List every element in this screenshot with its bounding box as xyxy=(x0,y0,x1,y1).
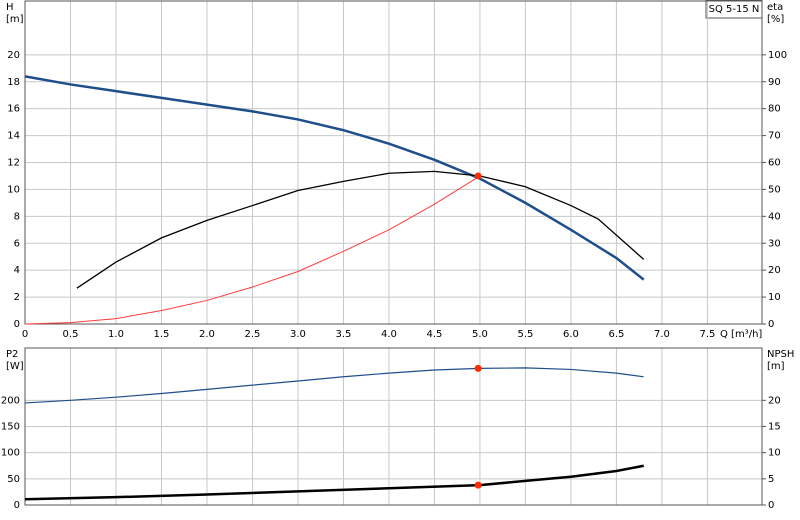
x-tick-label: 2.0 xyxy=(199,329,215,340)
curve xyxy=(24,175,481,325)
plot-frame xyxy=(24,0,763,325)
y2-tick-label: 5 xyxy=(768,474,774,485)
x-tick-label: 1.0 xyxy=(108,329,124,340)
y-tick-label: 150 xyxy=(1,422,20,433)
y2-tick-label: 10 xyxy=(768,448,781,459)
y2-tick-label: 20 xyxy=(768,265,781,276)
y-tick-label: 100 xyxy=(1,448,20,459)
y-tick-label: 8 xyxy=(14,211,20,222)
y2-tick-label: 80 xyxy=(768,104,781,115)
curve xyxy=(24,464,644,501)
x-tick-label: 2.5 xyxy=(245,329,261,340)
x-tick-label: 1.5 xyxy=(154,329,170,340)
y2-tick-label: 0 xyxy=(768,500,774,511)
y-tick-label: 0 xyxy=(14,319,20,330)
y2-tick-label: 100 xyxy=(768,50,787,61)
x-axis-label: Q [m³/h] xyxy=(720,329,762,340)
y2-tick-label: 90 xyxy=(768,77,781,88)
y-tick-label: 14 xyxy=(7,131,20,142)
x-tick-label: 6.5 xyxy=(608,329,624,340)
duty-point xyxy=(474,481,482,489)
x-tick-label: 0.5 xyxy=(63,329,79,340)
y2-axis-label: eta xyxy=(767,2,783,13)
y2-tick-label: 50 xyxy=(768,184,781,195)
x-tick-label: 3.0 xyxy=(290,329,306,340)
x-tick-label: 3.5 xyxy=(336,329,352,340)
y2-tick-label: 0 xyxy=(768,319,774,330)
y2-tick-label: 30 xyxy=(768,238,781,249)
x-tick-label: 5.5 xyxy=(517,329,533,340)
y-tick-label: 2 xyxy=(14,292,20,303)
y-axis-unit: [m] xyxy=(6,14,24,25)
duty-point xyxy=(474,172,482,180)
x-tick-label: 7.0 xyxy=(654,329,670,340)
y-tick-label: 50 xyxy=(7,474,20,485)
y-tick-label: 4 xyxy=(14,265,20,276)
y-tick-label: 200 xyxy=(1,395,20,406)
y-axis-label: H xyxy=(6,2,14,13)
y2-tick-label: 15 xyxy=(768,422,781,433)
y2-tick-label: 20 xyxy=(768,395,781,406)
y-axis-unit: [W] xyxy=(6,361,24,372)
y2-tick-label: 10 xyxy=(768,292,781,303)
x-tick-label: 4.0 xyxy=(381,329,397,340)
chart-title: SQ 5-15 N xyxy=(709,4,760,15)
y2-axis-unit: [m] xyxy=(767,361,785,372)
y2-tick-label: 60 xyxy=(768,158,781,169)
duty-point xyxy=(474,364,482,372)
x-tick-label: 6.0 xyxy=(563,329,579,340)
y-tick-label: 6 xyxy=(14,238,20,249)
y2-tick-label: 70 xyxy=(768,131,781,142)
curve xyxy=(24,367,644,404)
y-tick-label: 18 xyxy=(7,77,20,88)
y2-tick-label: 40 xyxy=(768,211,781,222)
y-tick-label: 16 xyxy=(7,104,20,115)
y-tick-label: 10 xyxy=(7,184,20,195)
y-tick-label: 12 xyxy=(7,158,20,169)
x-tick-label: 4.5 xyxy=(426,329,442,340)
x-tick-label: 7.5 xyxy=(699,329,715,340)
y-tick-label: 0 xyxy=(14,500,20,511)
curve xyxy=(76,170,645,289)
x-tick-label: 0 xyxy=(22,329,28,340)
x-tick-label: 5.0 xyxy=(472,329,488,340)
y2-axis-label: NPSH xyxy=(767,349,794,360)
y2-axis-unit: [%] xyxy=(767,14,784,25)
y-tick-label: 20 xyxy=(7,50,20,61)
plot-frame xyxy=(24,347,763,506)
plots: 0 0.5 1.0 1.5 2.0 2.5 3.0 3.5 4.0 4.5 5.0 5.5 6.0 6.5… xyxy=(1,0,794,511)
curve xyxy=(24,75,645,281)
y-axis-label: P2 xyxy=(6,349,18,360)
